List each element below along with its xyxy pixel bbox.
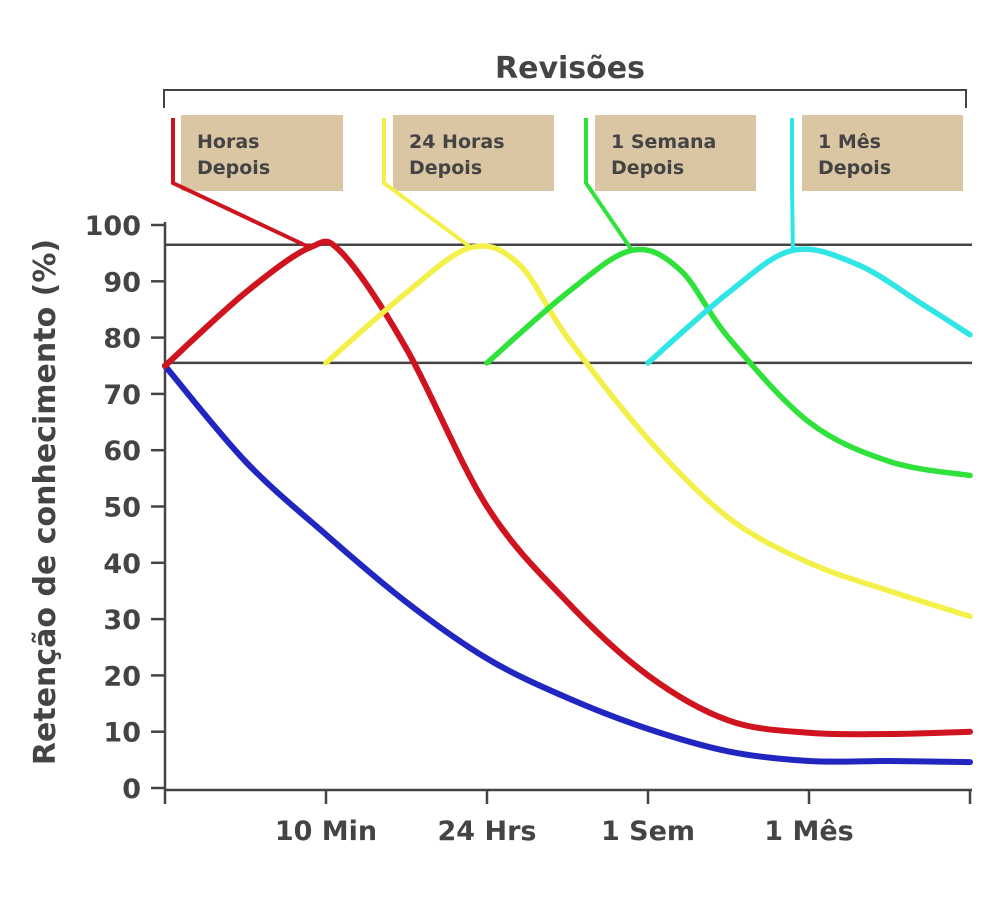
revisions-bracket: [163, 89, 967, 108]
revision-box-horas-bg: [181, 115, 343, 191]
revision-connector: [382, 118, 473, 250]
x-tick-label: 24 Hrs: [438, 816, 537, 847]
x-tick-label: 1 Sem: [601, 816, 695, 847]
revision-box-24-horas-line1: 24 Horas: [409, 131, 505, 153]
series-lines: [162, 238, 973, 766]
x-tick-label: 10 Min: [275, 816, 377, 847]
series-line: [323, 243, 973, 620]
y-tick-label: 0: [122, 774, 141, 805]
y-ticks: 0 10 20 30 40 50 60 70 80 90 100: [85, 211, 165, 805]
series-line: [162, 238, 973, 738]
revisions-title: Revisões: [495, 51, 645, 86]
y-tick-label: 90: [103, 267, 141, 298]
revision-connector: [790, 118, 795, 251]
revision-box-24-horas-line2: Depois: [409, 157, 482, 179]
y-tick-label: 60: [103, 436, 141, 467]
revision-box-horas-line2: Depois: [197, 157, 270, 179]
revision-box-horas-line1: Horas: [197, 131, 259, 153]
revision-box-1-mes-bg: [802, 115, 963, 191]
y-tick-label: 70: [103, 380, 141, 411]
x-tick-label: 1 Mês: [764, 816, 853, 847]
y-tick-label: 80: [103, 324, 141, 355]
series-line: [162, 362, 973, 766]
y-tick-label: 100: [85, 211, 141, 242]
series-line: [645, 246, 973, 366]
revision-connector: [584, 118, 634, 252]
y-axis-label: Retenção de conhecimento (%): [28, 239, 63, 765]
revision-box-1-mes-line2: Depois: [818, 157, 891, 179]
y-tick-label: 30: [103, 605, 141, 636]
x-ticks: 10 Min 24 Hrs 1 Sem 1 Mês: [163, 790, 972, 847]
revision-box-24-horas-bg: [393, 115, 554, 191]
revision-box-1-semana: 1 Semana Depois: [595, 115, 756, 191]
revision-connectors: [171, 118, 795, 252]
revision-box-1-semana-bg: [595, 115, 756, 191]
revision-box-1-semana-line2: Depois: [611, 157, 684, 179]
y-tick-label: 50: [103, 493, 141, 524]
y-tick-label: 10: [103, 718, 141, 749]
revision-box-horas: Horas Depois: [181, 115, 343, 191]
revision-box-24-horas: 24 Horas Depois: [393, 115, 554, 191]
revision-connector: [171, 118, 311, 250]
y-tick-label: 40: [103, 549, 141, 580]
revision-box-1-semana-line1: 1 Semana: [611, 131, 716, 153]
revision-box-1-mes: 1 Mês Depois: [802, 115, 963, 191]
y-tick-label: 20: [103, 661, 141, 692]
revision-box-1-mes-line1: 1 Mês: [818, 131, 881, 153]
